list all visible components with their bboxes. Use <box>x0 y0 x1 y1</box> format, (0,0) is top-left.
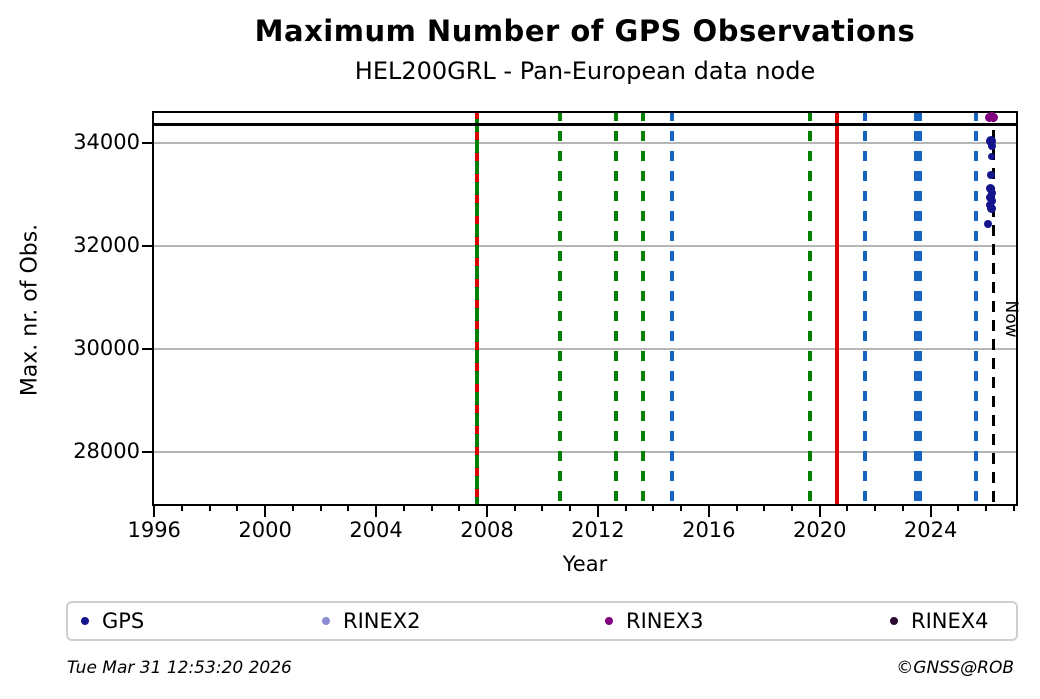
y-tick <box>142 245 152 248</box>
x-minor-tick <box>1012 506 1015 511</box>
event-line-008000-dashed <box>557 111 562 506</box>
x-major-tick <box>264 506 267 517</box>
x-tick-label: 2020 <box>792 518 847 542</box>
x-minor-tick <box>735 506 738 511</box>
x-minor-tick <box>957 506 960 511</box>
event-line-dd0000-solid <box>835 111 840 506</box>
x-major-tick <box>596 506 599 517</box>
legend-dot-gps <box>81 617 89 625</box>
legend-dot-rinex4 <box>890 617 898 625</box>
event-line-1565c0-dashed <box>669 111 674 506</box>
x-tick-label: 2024 <box>903 518 958 542</box>
x-minor-tick <box>458 506 461 511</box>
y-tick-label: 28000 <box>73 439 140 464</box>
x-major-tick <box>707 506 710 517</box>
x-minor-tick <box>652 506 655 511</box>
legend-dot-rinex3 <box>605 617 613 625</box>
data-point-gps <box>985 136 996 147</box>
x-minor-tick <box>846 506 849 511</box>
x-tick-label: 1996 <box>127 518 181 542</box>
x-minor-tick <box>791 506 793 511</box>
data-point-gps <box>987 142 996 151</box>
x-minor-tick <box>569 506 572 511</box>
x-minor-tick <box>513 506 516 511</box>
legend-item-gps: GPS <box>81 603 144 639</box>
legend-label-gps: GPS <box>102 609 145 633</box>
event-line-008000-dashed <box>807 111 812 506</box>
x-minor-tick <box>347 506 350 511</box>
x-major-tick <box>375 506 378 517</box>
data-point-gps <box>988 196 997 205</box>
y-gridline <box>152 451 1018 454</box>
legend-item-rinex4: RINEX4 <box>890 603 989 639</box>
data-point-gps <box>984 219 993 228</box>
y-tick-label: 30000 <box>73 336 140 361</box>
event-line-1565c0-dashed <box>862 111 867 506</box>
x-tick-label: 2012 <box>571 518 625 542</box>
data-point-gps <box>986 204 996 214</box>
data-point-gps <box>987 171 996 180</box>
legend: GPS RINEX2 RINEX3 RINEX4 <box>66 601 1018 641</box>
x-major-tick <box>818 506 821 517</box>
x-minor-tick <box>541 506 544 511</box>
chart-title: Maximum Number of GPS Observations <box>254 14 916 48</box>
x-tick-label: 2004 <box>349 518 403 542</box>
x-minor-tick <box>430 506 433 511</box>
y-tick <box>142 348 152 351</box>
x-minor-tick <box>624 506 627 511</box>
x-minor-tick <box>985 506 988 511</box>
x-axis-label: Year <box>562 552 608 576</box>
x-minor-tick <box>291 506 294 511</box>
event-line-1565c0-dashed <box>973 111 978 506</box>
legend-dot-rinex2 <box>322 617 330 625</box>
legend-label-rinex2: RINEX2 <box>343 609 421 633</box>
x-minor-tick <box>208 506 211 511</box>
x-tick-label: 2000 <box>238 518 292 542</box>
footer-timestamp: Tue Mar 31 12:53:20 2026 <box>67 658 292 678</box>
y-gridline <box>152 245 1018 248</box>
legend-item-rinex3: RINEX3 <box>605 603 704 639</box>
data-point-gps <box>988 152 996 160</box>
plot-area <box>152 111 1018 506</box>
x-minor-tick <box>874 506 877 511</box>
x-major-tick <box>153 506 156 517</box>
now-line <box>991 111 995 506</box>
x-minor-tick <box>180 506 183 511</box>
x-tick-label: 2016 <box>682 518 736 542</box>
x-minor-tick <box>402 506 405 511</box>
y-tick-label: 32000 <box>73 233 140 258</box>
y-gridline <box>152 142 1018 144</box>
legend-item-rinex2: RINEX2 <box>322 603 421 639</box>
y-tick-label: 34000 <box>73 130 140 154</box>
legend-label-rinex4: RINEX4 <box>911 609 989 633</box>
event-line-dd0000-dashed <box>475 111 480 506</box>
x-tick-label: 2008 <box>460 518 514 542</box>
event-line-008000-dashed <box>613 111 618 506</box>
x-minor-tick <box>901 506 904 511</box>
x-minor-tick <box>680 506 683 511</box>
y-axis-label: Max. nr. of Obs. <box>17 223 43 397</box>
x-minor-tick <box>236 506 239 511</box>
y-tick <box>142 142 152 144</box>
legend-label-rinex3: RINEX3 <box>626 609 704 633</box>
max-limit-line <box>152 123 1018 127</box>
now-line-label: Now <box>1001 300 1021 338</box>
x-minor-tick <box>319 506 322 511</box>
event-line-008000-dashed <box>640 111 645 506</box>
x-major-tick <box>929 506 932 517</box>
data-point-rinex3 <box>988 112 998 122</box>
data-point-gps <box>986 183 996 193</box>
x-major-tick <box>485 506 488 517</box>
event-line-1565c0-dashed <box>913 111 918 506</box>
y-tick <box>142 451 152 454</box>
footer-credit: ©GNSS@ROB <box>896 658 1014 678</box>
event-line-1565c0-dashed <box>917 111 922 506</box>
chart-subtitle: HEL200GRL - Pan-European data node <box>354 57 816 85</box>
y-gridline <box>152 348 1018 351</box>
x-minor-tick <box>763 506 766 511</box>
